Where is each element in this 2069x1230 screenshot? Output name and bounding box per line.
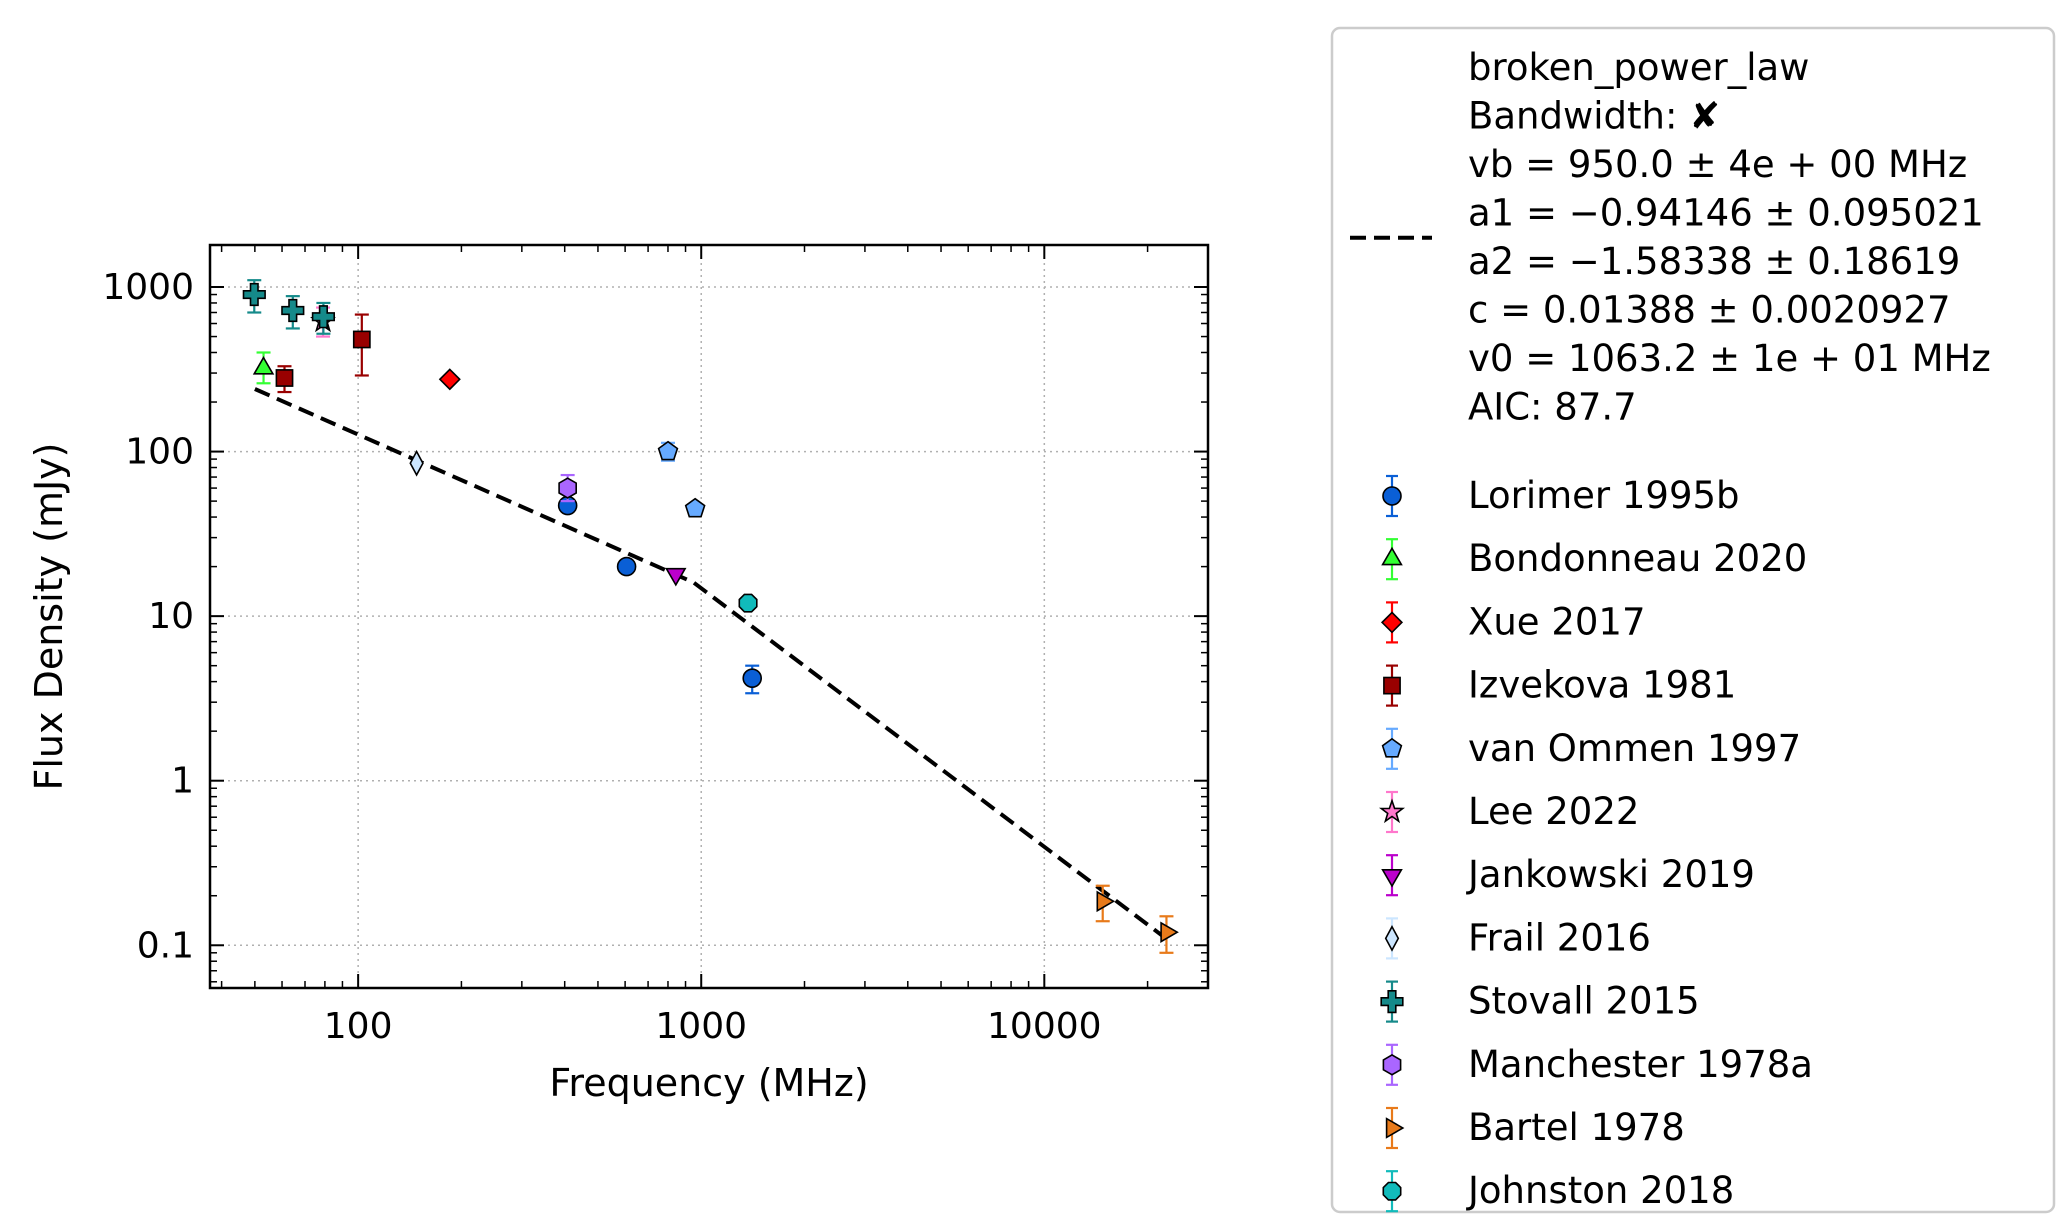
data-point xyxy=(616,556,637,577)
fit-line xyxy=(254,387,1164,937)
data-point xyxy=(242,282,266,307)
legend-entry-label: Manchester 1978a xyxy=(1468,1043,1813,1086)
legend-entry-label: Lorimer 1995b xyxy=(1468,474,1740,517)
data-point xyxy=(657,440,679,461)
legend-entry-label: van Ommen 1997 xyxy=(1468,727,1801,770)
y-tick-label: 100 xyxy=(125,432,194,473)
fit-label-line: v0 = 1063.2 ± 1e + 01 MHz xyxy=(1468,337,1991,380)
y-tick-label: 1000 xyxy=(102,267,194,308)
legend-entry-label: Bartel 1978 xyxy=(1468,1106,1685,1149)
data-point xyxy=(1160,921,1179,943)
legend-entry-label: Johnston 2018 xyxy=(1466,1169,1734,1212)
legend-marker xyxy=(1378,798,1406,824)
data-point xyxy=(665,567,687,587)
legend-marker xyxy=(1382,1053,1402,1076)
y-axis-label: Flux Density (mJy) xyxy=(27,443,71,791)
legend: broken_power_law Bandwidth: ✘ vb = 950.0 ±… xyxy=(1330,26,2056,1214)
legend-marker xyxy=(1383,676,1401,695)
fit-label-line: broken_power_law xyxy=(1468,46,1809,89)
data-point xyxy=(438,368,461,391)
fit-label-line: a2 = −1.58338 ± 0.18619 xyxy=(1468,240,1960,283)
fit-label-line: AIC: 87.7 xyxy=(1468,386,1637,429)
data-point xyxy=(684,497,706,518)
fit-label-line: c = 0.01388 ± 0.0020927 xyxy=(1468,289,1950,332)
axis-ticks xyxy=(210,245,1208,988)
data-point xyxy=(742,668,763,688)
data-point xyxy=(1096,890,1116,913)
legend-entry-label: Xue 2017 xyxy=(1468,600,1645,643)
data-point xyxy=(738,593,758,613)
y-tick-label: 1 xyxy=(171,761,194,802)
data-point xyxy=(409,449,424,477)
legend-marker xyxy=(1381,546,1403,566)
legend-marker xyxy=(1381,737,1403,758)
legend-entry-label: Frail 2016 xyxy=(1468,916,1651,959)
legend-entry-label: Izvekova 1981 xyxy=(1468,664,1736,707)
grid xyxy=(210,245,1208,988)
data-point xyxy=(275,369,294,387)
x-axis-label: Frequency (MHz) xyxy=(549,1061,868,1105)
legend-entry-label: Bondonneau 2020 xyxy=(1468,537,1807,580)
fit-label-line: vb = 950.0 ± 4e + 00 MHz xyxy=(1468,143,1967,186)
x-tick-label: 1000 xyxy=(655,1006,747,1047)
data-point xyxy=(558,477,578,499)
legend-entry-label: Jankowski 2019 xyxy=(1466,853,1755,896)
data-point xyxy=(281,298,305,323)
legend-box xyxy=(1330,26,2056,1214)
fit-label-line: a1 = −0.94146 ± 0.095021 xyxy=(1468,192,1984,235)
legend-entry-label: Lee 2022 xyxy=(1468,790,1639,833)
fit-polyline xyxy=(254,387,1164,937)
legend-entry-label: Stovall 2015 xyxy=(1468,980,1700,1023)
data-point xyxy=(352,330,371,349)
data-point xyxy=(311,305,336,329)
x-tick-label: 100 xyxy=(324,1006,393,1047)
x-tick-label: 10000 xyxy=(987,1006,1102,1047)
legend-marker xyxy=(1382,486,1402,506)
legend-marker xyxy=(1384,925,1400,952)
data-points xyxy=(242,279,1179,954)
legend-marker xyxy=(1385,1117,1405,1139)
legend-marker xyxy=(1380,611,1404,634)
legend-marker xyxy=(1382,1181,1402,1201)
legend-marker xyxy=(1381,868,1403,888)
y-tick-label: 0.1 xyxy=(137,925,194,966)
y-tick-label: 10 xyxy=(148,596,194,637)
tick-labels: 100 1000 10000 0.1 1 10 100 1000 xyxy=(102,267,1101,1047)
data-point xyxy=(252,355,275,375)
fit-label-line: Bandwidth: ✘ xyxy=(1468,95,1720,138)
legend-marker xyxy=(1380,989,1404,1014)
